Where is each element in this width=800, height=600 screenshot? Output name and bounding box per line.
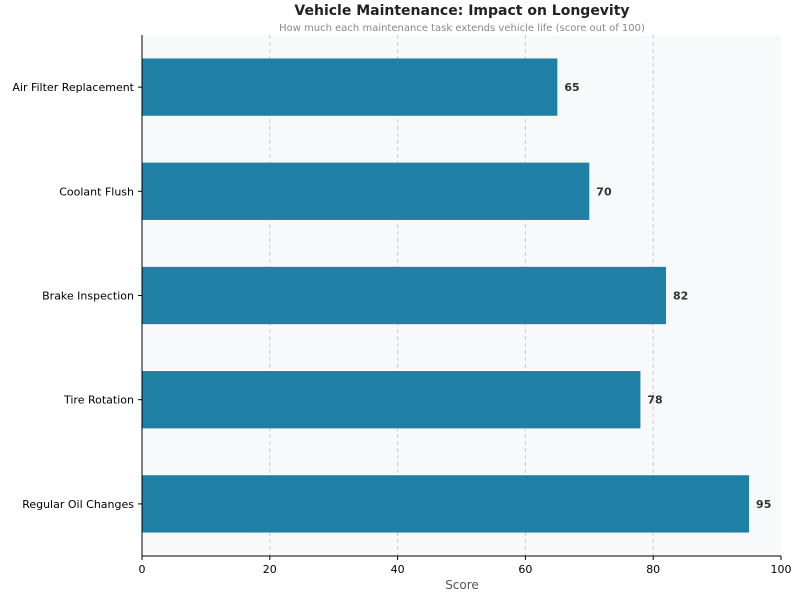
bar [142,58,558,116]
x-tick-label: 80 [646,563,660,576]
y-tick-label: Air Filter Replacement [12,81,134,94]
y-tick-label: Brake Inspection [42,290,134,303]
data-label: 95 [756,498,771,511]
y-tick-label: Regular Oil Changes [22,498,134,511]
x-tick-label: 60 [518,563,532,576]
x-tick-label: 0 [139,563,146,576]
data-label: 70 [596,185,612,198]
bar [142,266,666,325]
x-tick-label: 20 [263,563,277,576]
x-tick-label: 40 [391,563,405,576]
data-label: 82 [673,290,688,303]
y-tick-label: Tire Rotation [63,394,134,407]
bar [142,475,750,533]
x-tick-label: 100 [771,563,792,576]
x-axis-label: Score [445,578,479,592]
data-label: 78 [647,394,662,407]
data-label: 65 [564,81,579,94]
chart-title: Vehicle Maintenance: Impact on Longevity [294,3,629,19]
y-tick-label: Coolant Flush [59,185,134,198]
chart-subtitle: How much each maintenance task extends v… [279,23,645,34]
bar [142,371,641,429]
bar [142,162,590,220]
